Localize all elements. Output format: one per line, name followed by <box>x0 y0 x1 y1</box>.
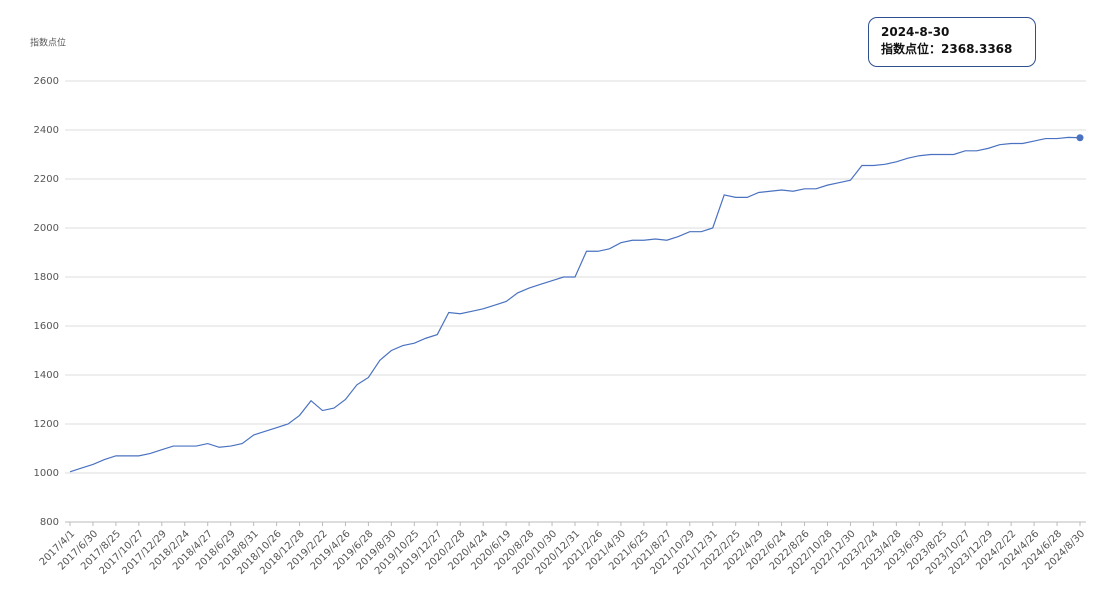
y-tick-label: 2600 <box>34 76 59 87</box>
y-tick-label: 2000 <box>34 223 59 234</box>
y-tick-label: 1000 <box>34 468 59 479</box>
line-series <box>69 136 1081 473</box>
tooltip-label: 指数点位： <box>881 42 942 56</box>
y-tick-label: 1800 <box>34 272 59 283</box>
y-tick-label: 2200 <box>34 174 59 185</box>
highlight-point <box>1076 134 1084 142</box>
y-tick-label: 1400 <box>34 370 59 381</box>
tooltip-title: 2024-8-30 <box>881 25 950 39</box>
tooltip: 2024-8-30 指数点位：2368.3368 <box>868 17 1036 67</box>
y-tick-label: 1200 <box>34 419 59 430</box>
y-tick-label: 1600 <box>34 321 59 332</box>
tooltip-row: 指数点位：2368.3368 <box>881 41 1023 58</box>
y-tick-label: 2400 <box>34 125 59 136</box>
tooltip-value: 2368.3368 <box>941 42 1013 56</box>
y-axis-label: 指数点位 <box>30 37 66 49</box>
y-tick-label: 800 <box>40 517 59 528</box>
